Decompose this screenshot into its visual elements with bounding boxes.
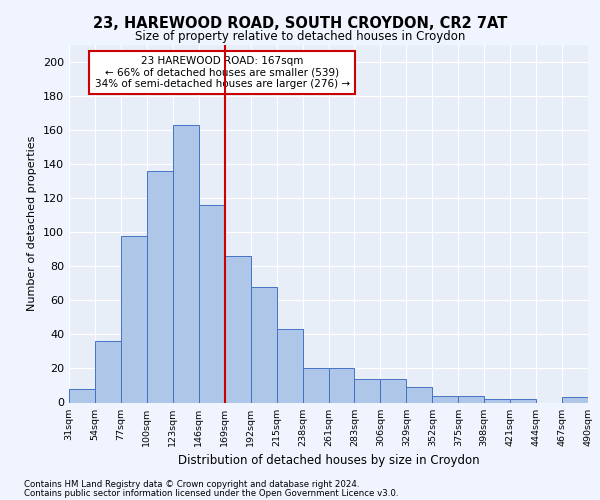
Bar: [380, 378, 406, 402]
Bar: [277, 330, 302, 402]
Bar: [484, 399, 510, 402]
Bar: [173, 125, 199, 402]
Bar: [433, 396, 458, 402]
Bar: [69, 389, 95, 402]
Bar: [329, 368, 355, 402]
Bar: [562, 398, 588, 402]
X-axis label: Distribution of detached houses by size in Croydon: Distribution of detached houses by size …: [178, 454, 479, 467]
Bar: [510, 399, 536, 402]
Text: 23 HAREWOOD ROAD: 167sqm
← 66% of detached houses are smaller (539)
34% of semi-: 23 HAREWOOD ROAD: 167sqm ← 66% of detach…: [95, 56, 350, 89]
Bar: [225, 256, 251, 402]
Bar: [121, 236, 147, 402]
Bar: [251, 286, 277, 403]
Bar: [95, 341, 121, 402]
Text: Contains public sector information licensed under the Open Government Licence v3: Contains public sector information licen…: [24, 489, 398, 498]
Bar: [302, 368, 329, 402]
Bar: [199, 205, 224, 402]
Y-axis label: Number of detached properties: Number of detached properties: [28, 136, 37, 312]
Bar: [458, 396, 484, 402]
Bar: [355, 378, 380, 402]
Text: Size of property relative to detached houses in Croydon: Size of property relative to detached ho…: [135, 30, 465, 43]
Text: Contains HM Land Registry data © Crown copyright and database right 2024.: Contains HM Land Registry data © Crown c…: [24, 480, 359, 489]
Text: 23, HAREWOOD ROAD, SOUTH CROYDON, CR2 7AT: 23, HAREWOOD ROAD, SOUTH CROYDON, CR2 7A…: [93, 16, 507, 31]
Bar: [147, 171, 173, 402]
Bar: [406, 387, 432, 402]
